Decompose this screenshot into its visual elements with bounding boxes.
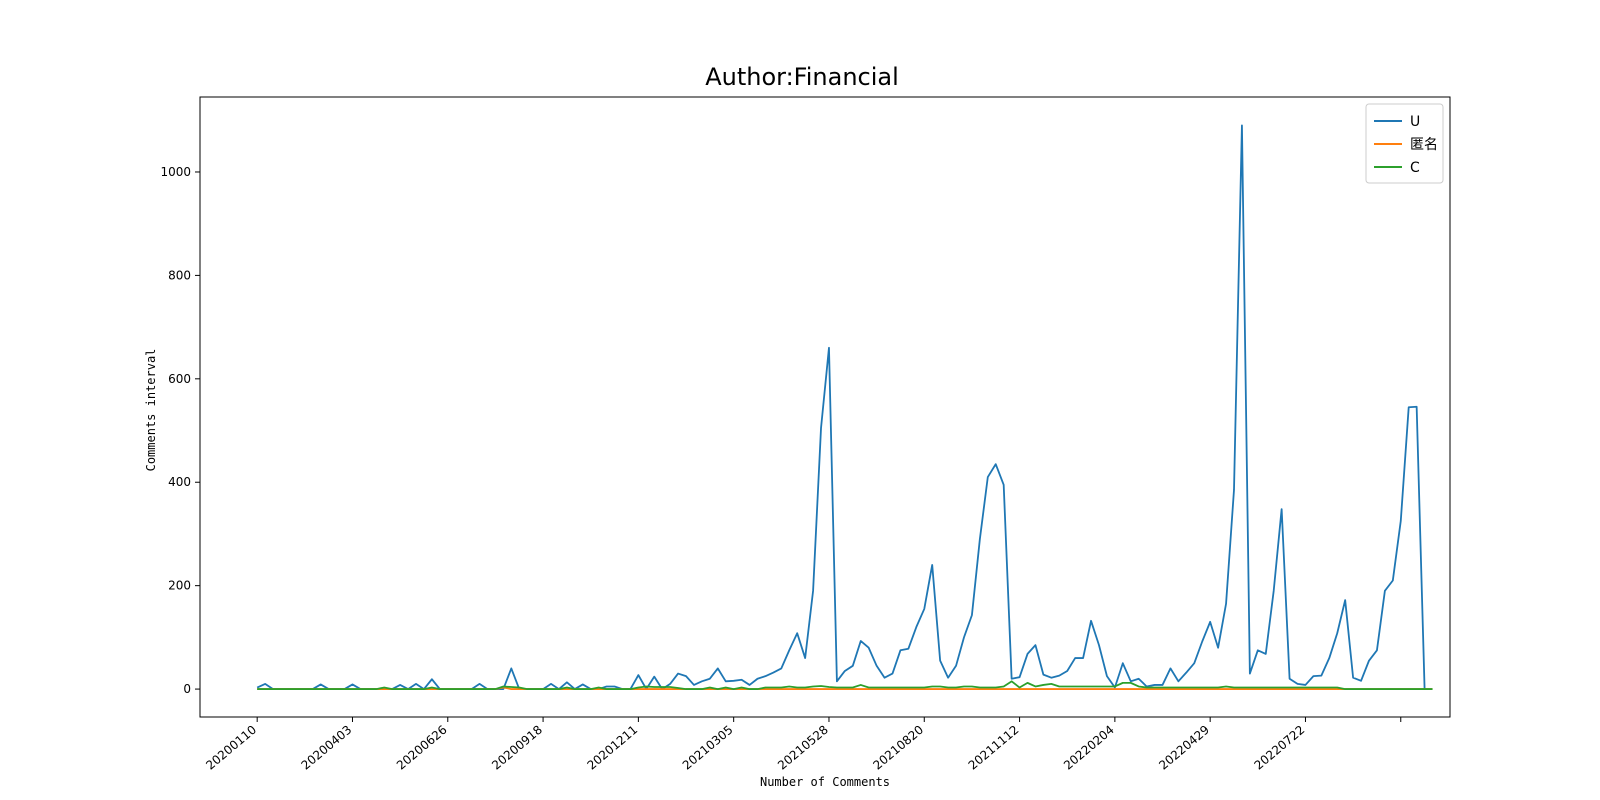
series-line-1 — [256, 124, 1426, 690]
y-tick-label: 800 — [168, 268, 191, 282]
x-tick-label: 20220429 — [1156, 723, 1212, 773]
x-tick-label: 20201211 — [585, 723, 641, 773]
y-tick-label: 400 — [168, 475, 191, 489]
series-lines — [256, 124, 1433, 690]
x-tick-label: 20210820 — [870, 723, 926, 773]
x-tick-label: 20200918 — [489, 723, 545, 773]
x-tick-label: 20210305 — [680, 723, 736, 773]
y-tick-label: 200 — [168, 579, 191, 593]
x-tick-label: 20200626 — [394, 723, 450, 773]
x-axis-label: Number of Comments — [760, 775, 890, 789]
legend-label: 匿名 — [1410, 137, 1438, 153]
chart-title: Author:Financial — [705, 63, 899, 91]
y-tick-label: 1000 — [160, 165, 191, 179]
x-tick-label: 20211112 — [966, 723, 1022, 773]
legend-box — [1365, 103, 1444, 184]
x-axis: 20200110 20200403 20200626 20200918 20201211… — [203, 717, 1402, 773]
legend: U 匿名 C — [1365, 103, 1444, 184]
series-line-3 — [257, 680, 1433, 690]
plot-frame — [199, 96, 1451, 718]
x-tick-label: 20220722 — [1252, 723, 1308, 773]
x-tick-label: 20220204 — [1061, 723, 1117, 773]
legend-label: C — [1410, 160, 1420, 176]
y-tick-label: 0 — [183, 682, 191, 696]
y-axis: 0 200 400 600 800 1000 — [160, 165, 200, 696]
x-tick-label: 20210528 — [775, 723, 831, 773]
x-tick-label: 20200403 — [299, 723, 355, 773]
y-axis-label: Comments interval — [144, 349, 158, 472]
x-tick-label: 20200110 — [203, 723, 259, 773]
y-tick-label: 600 — [168, 372, 191, 386]
legend-label: U — [1410, 114, 1420, 130]
